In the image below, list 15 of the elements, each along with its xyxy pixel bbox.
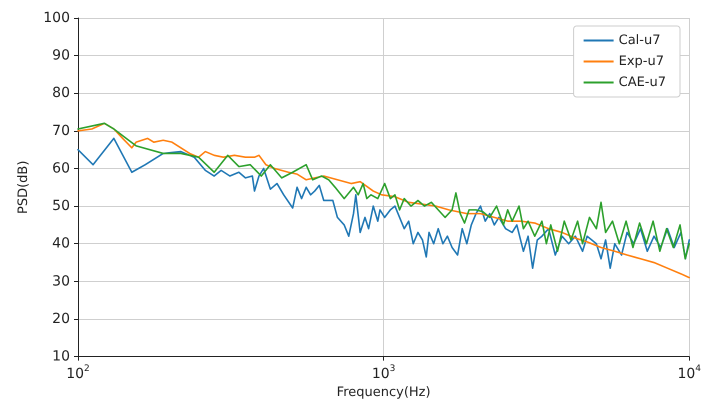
y-tick-label: 90 bbox=[52, 48, 70, 64]
x-axis-title: Frequency(Hz) bbox=[336, 385, 431, 400]
y-tick-label: 100 bbox=[43, 10, 70, 26]
legend-label: Exp-u7 bbox=[618, 54, 664, 69]
y-axis-title: PSD(dB) bbox=[16, 160, 31, 214]
y-tick-label: 70 bbox=[52, 122, 70, 139]
y-tick-label: 50 bbox=[52, 198, 70, 214]
y-tick-label: 60 bbox=[52, 160, 70, 176]
y-tick-label: 10 bbox=[52, 348, 70, 365]
y-tick-label: 80 bbox=[52, 85, 70, 102]
y-tick-label: 30 bbox=[52, 273, 70, 290]
y-tick-label: 40 bbox=[52, 236, 70, 252]
y-tick-label: 20 bbox=[52, 310, 70, 327]
legend-label: CAE-u7 bbox=[618, 75, 666, 90]
legend-label: Cal-u7 bbox=[618, 33, 660, 48]
